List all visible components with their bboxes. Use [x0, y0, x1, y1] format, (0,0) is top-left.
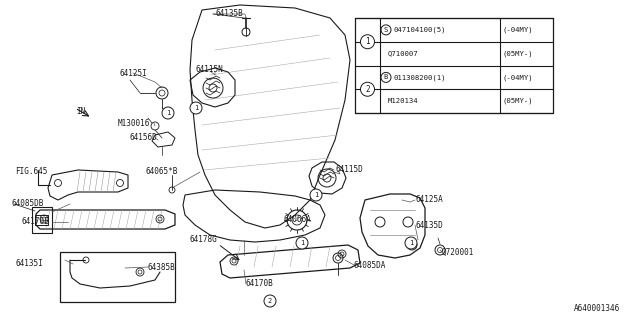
Text: M130016: M130016 — [118, 118, 150, 127]
Text: 64135B: 64135B — [215, 10, 243, 19]
Text: 1: 1 — [409, 240, 413, 246]
Text: 64065*B: 64065*B — [145, 167, 177, 177]
Circle shape — [405, 237, 417, 249]
Text: 1: 1 — [194, 105, 198, 111]
Circle shape — [296, 237, 308, 249]
Text: 64156D: 64156D — [130, 133, 157, 142]
Text: 1: 1 — [300, 240, 304, 246]
Text: S: S — [384, 27, 388, 33]
Circle shape — [360, 35, 374, 49]
Text: 64170E: 64170E — [22, 218, 50, 227]
Text: 1: 1 — [314, 192, 318, 198]
Text: B: B — [384, 74, 388, 80]
Text: (05MY-): (05MY-) — [503, 50, 534, 57]
Circle shape — [360, 82, 374, 96]
Circle shape — [190, 102, 202, 114]
Text: 2: 2 — [268, 298, 272, 304]
Text: 64125I: 64125I — [120, 68, 148, 77]
Text: 64085DA: 64085DA — [354, 260, 387, 269]
Text: 047104100(5): 047104100(5) — [394, 27, 447, 33]
Text: 011308200(1): 011308200(1) — [394, 74, 447, 81]
Text: 2: 2 — [365, 85, 370, 94]
Text: 64135D: 64135D — [415, 220, 443, 229]
Text: 64385B: 64385B — [148, 262, 176, 271]
Text: Q720001: Q720001 — [442, 247, 474, 257]
Text: (-04MY): (-04MY) — [503, 27, 534, 33]
Text: 64115N: 64115N — [196, 66, 224, 75]
Text: FIG.645: FIG.645 — [15, 167, 47, 177]
Text: (05MY-): (05MY-) — [503, 98, 534, 104]
Text: 1: 1 — [365, 37, 370, 46]
Text: 1: 1 — [166, 110, 170, 116]
Circle shape — [264, 295, 276, 307]
Text: 64125A: 64125A — [415, 196, 443, 204]
Text: M120134: M120134 — [388, 98, 419, 104]
Text: Q710007: Q710007 — [388, 51, 419, 57]
Text: 64135I: 64135I — [15, 260, 43, 268]
Circle shape — [162, 107, 174, 119]
Text: (-04MY): (-04MY) — [503, 74, 534, 81]
Text: 64085DB: 64085DB — [12, 199, 44, 209]
Text: IN: IN — [76, 108, 85, 116]
Circle shape — [310, 189, 322, 201]
Bar — [60, 252, 175, 302]
Text: 64170B: 64170B — [246, 279, 274, 289]
Text: 64115D: 64115D — [336, 165, 364, 174]
Text: 64066A: 64066A — [283, 215, 311, 225]
Text: 64178G: 64178G — [190, 236, 218, 244]
Text: A640001346: A640001346 — [573, 304, 620, 313]
Bar — [355, 18, 553, 113]
